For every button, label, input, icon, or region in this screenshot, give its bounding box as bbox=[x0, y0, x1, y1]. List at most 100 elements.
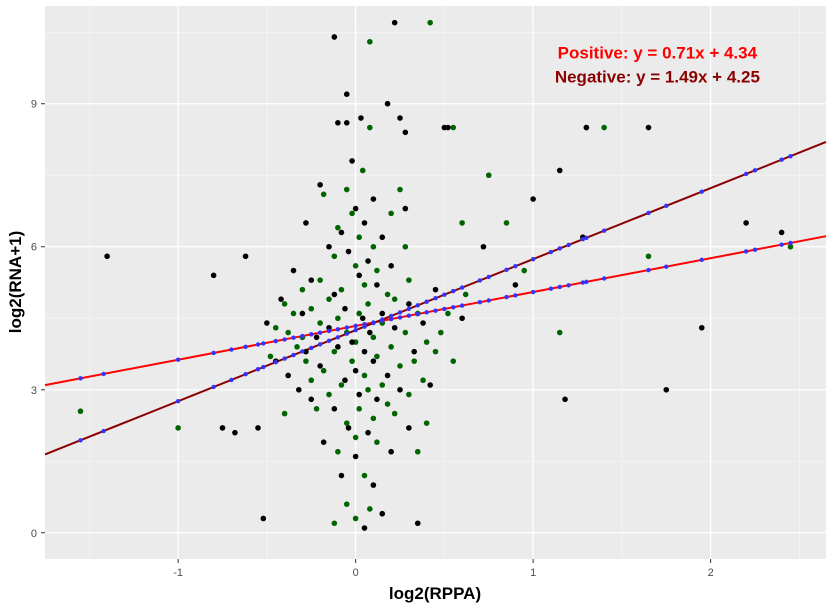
data-point bbox=[503, 220, 510, 226]
data-point bbox=[278, 296, 284, 302]
data-point bbox=[397, 363, 403, 369]
data-point bbox=[343, 501, 350, 507]
data-point bbox=[406, 301, 412, 307]
major-gridlines bbox=[45, 6, 826, 559]
fitted-point bbox=[78, 376, 83, 381]
data-point bbox=[391, 19, 398, 26]
data-point bbox=[388, 448, 394, 455]
data-point bbox=[445, 310, 451, 317]
data-point bbox=[290, 310, 297, 317]
fitted-point bbox=[580, 237, 586, 242]
data-point bbox=[356, 391, 362, 398]
data-point bbox=[335, 119, 341, 126]
x-axis-ticks: -1 0 1 2 bbox=[173, 559, 714, 579]
y-axis-title: log2(RNA+1) bbox=[6, 231, 25, 333]
data-point bbox=[374, 396, 380, 403]
data-point bbox=[343, 119, 350, 126]
data-point bbox=[317, 277, 323, 283]
fitted-point bbox=[229, 347, 234, 352]
data-point bbox=[285, 329, 291, 336]
fitted-point bbox=[300, 349, 305, 354]
data-point bbox=[379, 382, 386, 388]
data-point bbox=[379, 310, 386, 317]
data-point bbox=[370, 358, 377, 364]
fitted-point bbox=[211, 350, 216, 356]
data-point bbox=[303, 220, 309, 226]
fitted-point bbox=[261, 341, 266, 346]
data-point bbox=[370, 243, 377, 250]
data-point bbox=[308, 305, 315, 312]
data-point bbox=[352, 263, 359, 269]
data-point bbox=[313, 406, 320, 412]
y-tick-label: 6 bbox=[31, 242, 37, 254]
fitted-point bbox=[255, 367, 261, 372]
data-point bbox=[370, 196, 377, 202]
data-point bbox=[391, 410, 398, 417]
fitted-point bbox=[415, 311, 420, 317]
fitted-point bbox=[397, 310, 403, 315]
fitted-point bbox=[243, 372, 248, 377]
fitted-point bbox=[513, 264, 518, 269]
data-point bbox=[359, 315, 366, 322]
data-point bbox=[219, 425, 226, 431]
data-point bbox=[342, 377, 348, 384]
data-point bbox=[384, 100, 391, 107]
data-point bbox=[317, 363, 323, 369]
fitted-point bbox=[211, 384, 216, 390]
fitted-point bbox=[255, 342, 261, 347]
fitted-point bbox=[388, 316, 394, 322]
fitted-point bbox=[788, 240, 793, 246]
fitted-point bbox=[406, 313, 412, 318]
data-point bbox=[397, 186, 403, 193]
fitted-point bbox=[504, 294, 509, 300]
fitted-point bbox=[406, 306, 412, 312]
data-point bbox=[352, 453, 359, 460]
data-point bbox=[374, 353, 380, 360]
data-point bbox=[299, 286, 306, 293]
data-point bbox=[335, 448, 341, 455]
fitted-point bbox=[291, 352, 296, 358]
data-point bbox=[406, 391, 412, 398]
fitted-point bbox=[326, 328, 332, 334]
data-point bbox=[427, 382, 433, 388]
data-point bbox=[384, 401, 391, 407]
fitted-point bbox=[557, 246, 562, 251]
data-point bbox=[331, 348, 338, 355]
data-point bbox=[384, 291, 391, 298]
data-point bbox=[303, 348, 309, 355]
fitted-point bbox=[415, 303, 420, 308]
data-point bbox=[361, 372, 368, 379]
data-point bbox=[242, 253, 249, 260]
fitted-point bbox=[353, 323, 358, 329]
data-point bbox=[326, 391, 332, 398]
data-point bbox=[388, 263, 394, 269]
annotation-negative: Negative: y = 1.49x + 4.25 bbox=[555, 67, 760, 86]
data-point bbox=[402, 329, 409, 336]
data-point bbox=[77, 408, 84, 415]
data-point bbox=[402, 205, 409, 212]
data-point bbox=[365, 386, 371, 393]
data-point bbox=[335, 224, 341, 231]
x-tick-label: 0 bbox=[353, 567, 359, 579]
data-point bbox=[356, 406, 362, 412]
fitted-point bbox=[442, 292, 447, 297]
fitted-point bbox=[371, 320, 376, 326]
data-point bbox=[743, 220, 749, 226]
data-point bbox=[267, 353, 274, 360]
fitted-point bbox=[78, 438, 83, 443]
fitted-point bbox=[101, 371, 106, 377]
data-point bbox=[358, 115, 364, 121]
data-point bbox=[335, 315, 341, 322]
data-point bbox=[260, 515, 267, 522]
data-point bbox=[556, 329, 563, 336]
data-point bbox=[338, 229, 345, 236]
data-point bbox=[402, 243, 409, 250]
fitted-point bbox=[752, 247, 758, 252]
data-point bbox=[778, 229, 785, 236]
fitted-point bbox=[380, 317, 385, 322]
data-point bbox=[338, 472, 345, 479]
fitted-point bbox=[584, 235, 589, 241]
data-point bbox=[379, 234, 386, 241]
data-point bbox=[402, 129, 409, 136]
fitted-point bbox=[433, 296, 438, 301]
